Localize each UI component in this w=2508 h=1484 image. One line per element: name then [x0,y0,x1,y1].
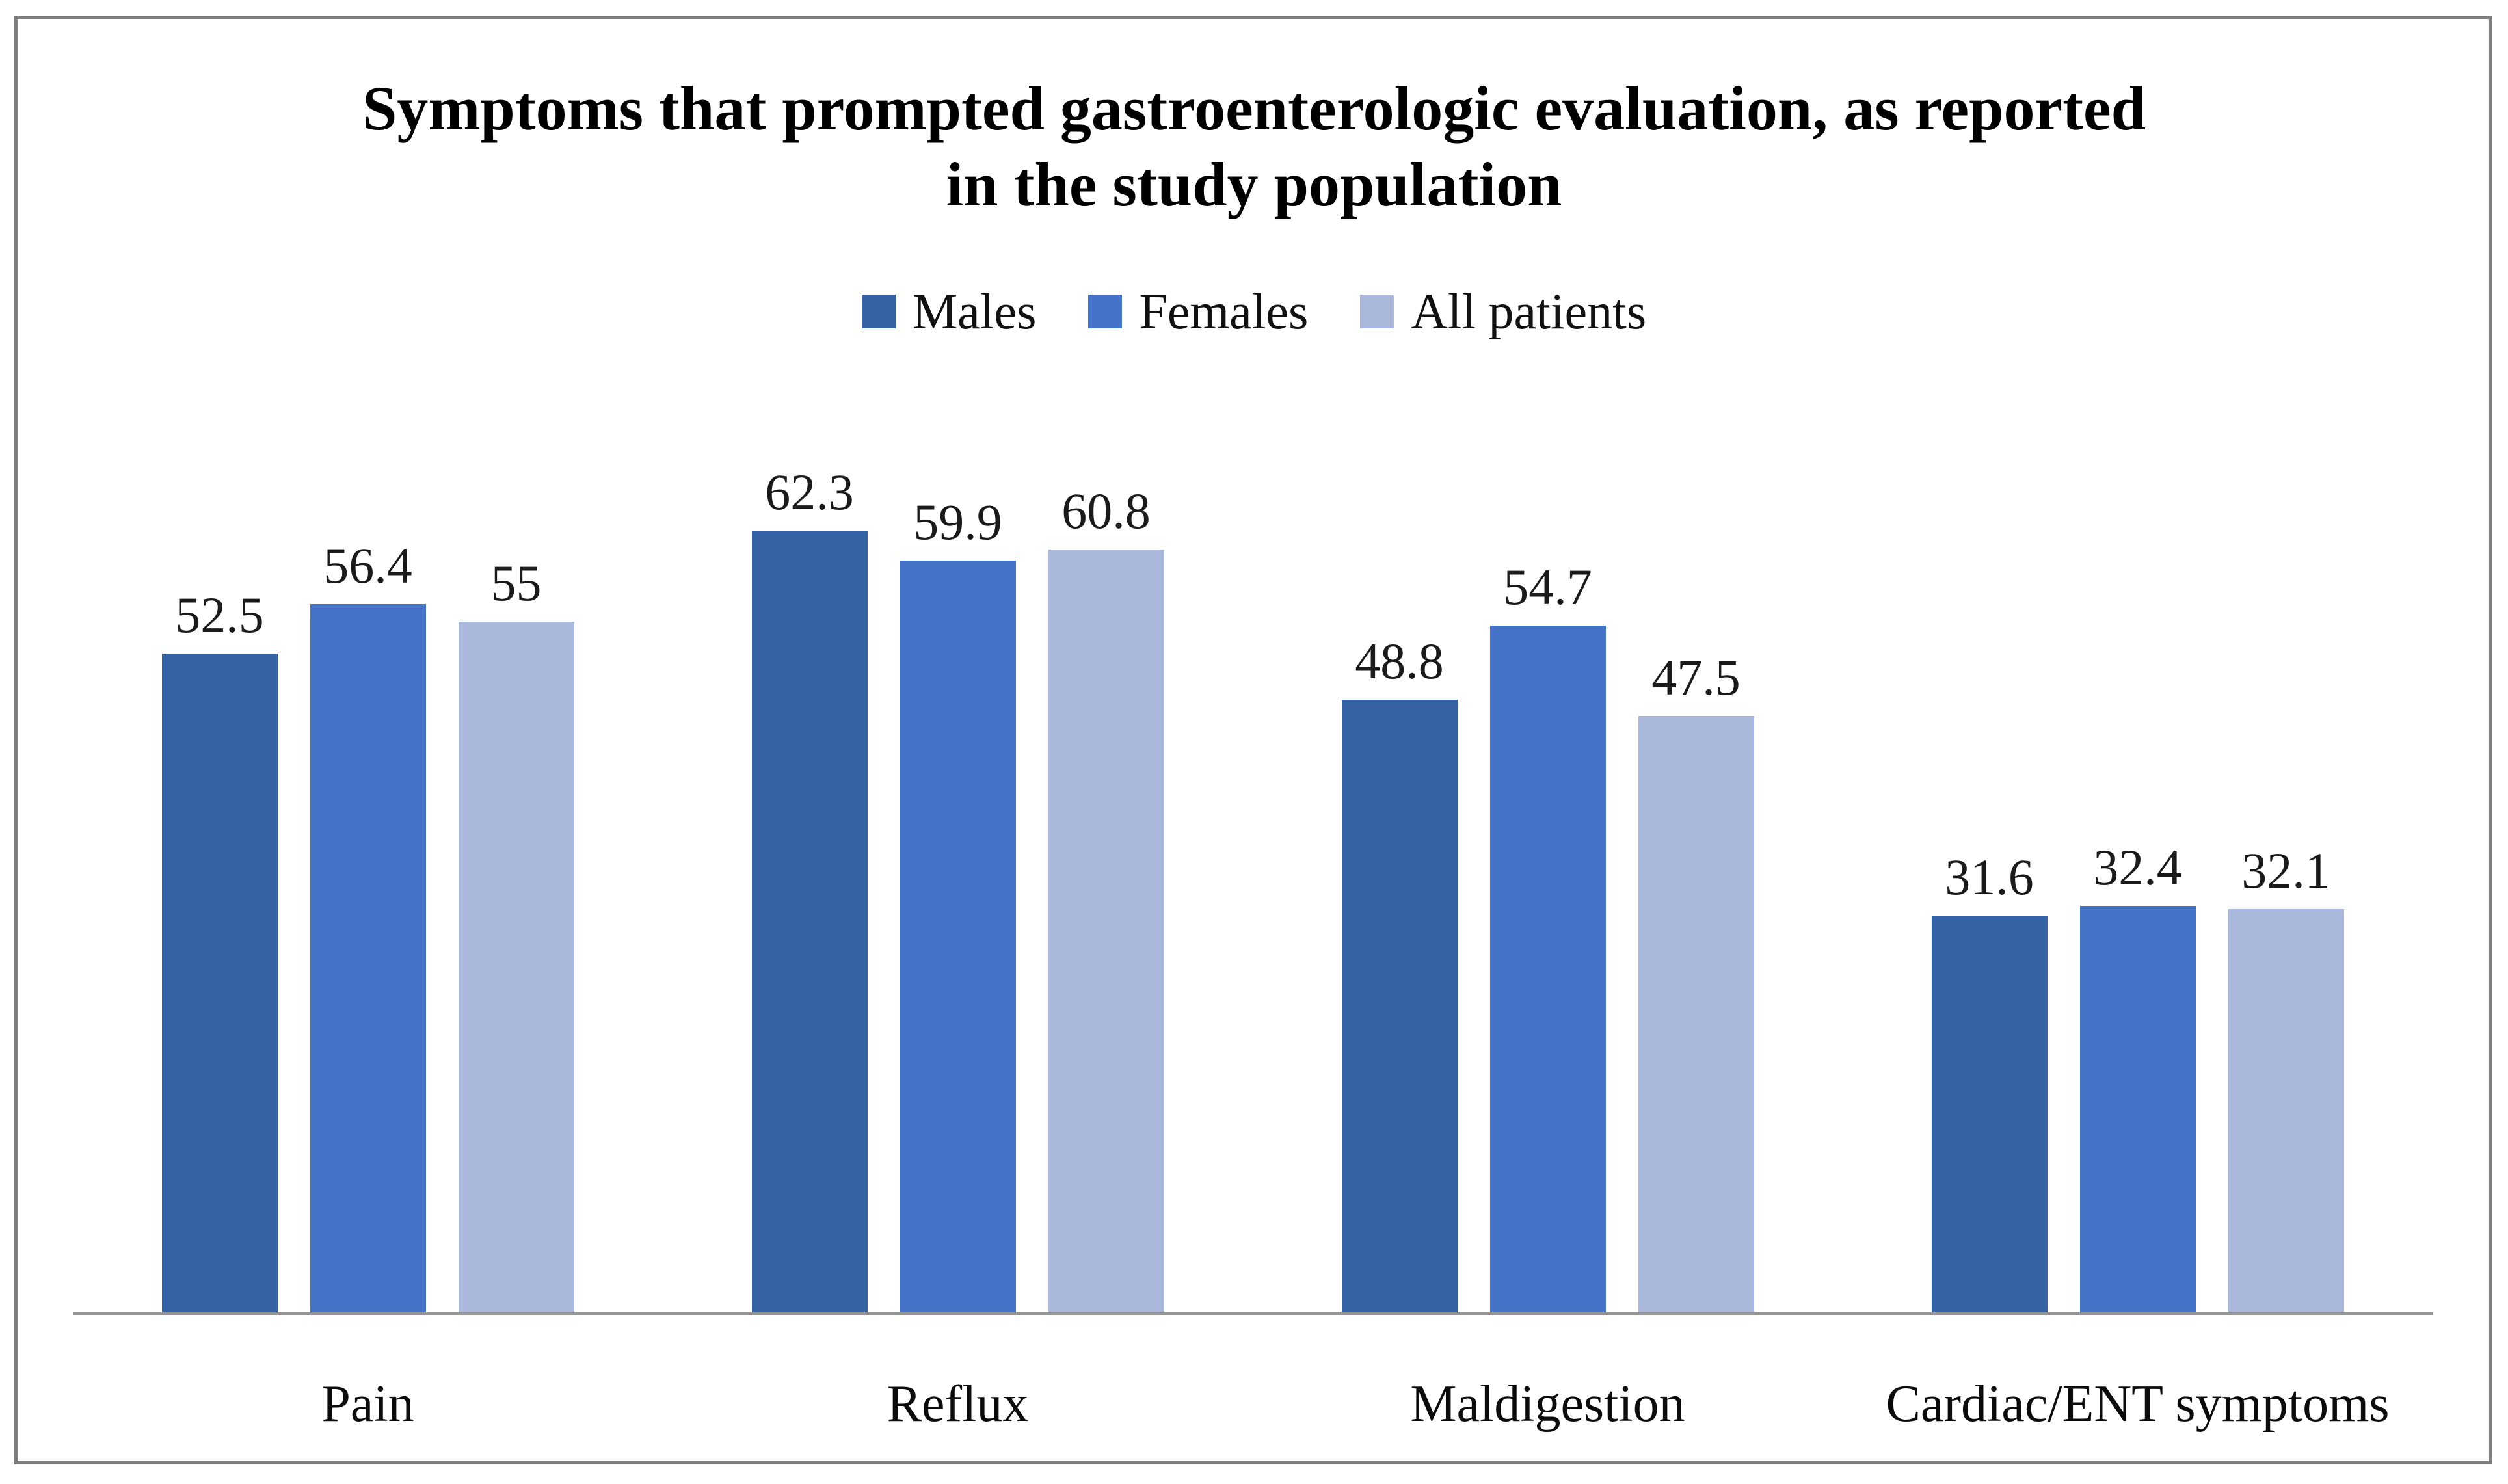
category-label-maldigestion: Maldigestion [1410,1375,1685,1433]
bar-males-maldigestion [1341,700,1458,1312]
bar-col-females-pain: 56.4 [310,540,426,1312]
legend-label-all-patients: All patients [1411,283,1647,339]
chart-title-line-2: in the study population [946,150,1562,220]
bar-value-label-females-reflux: 59.9 [913,494,1002,550]
category-label-reflux: Reflux [887,1375,1029,1433]
bar-col-all-patients-cardiac-ent-symptoms: 32.1 [2228,845,2344,1312]
bar-value-label-all-patients-reflux: 60.8 [1061,483,1151,539]
chart-title: Symptoms that prompted gastroenterologic… [0,70,2508,222]
legend-item-males: Males [861,283,1037,339]
bar-group-pain: 52.5 56.4 55 [73,540,663,1312]
bar-females-reflux [900,561,1016,1312]
legend-swatch-females [1088,295,1123,328]
category-label-pain: Pain [321,1375,414,1433]
bar-value-label-males-maldigestion: 48.8 [1355,633,1444,689]
bar-males-reflux [751,531,868,1312]
bar-all-patients-reflux [1048,550,1164,1312]
legend-item-all-patients: All patients [1360,286,1646,337]
bar-females-cardiac-ent-symptoms [2079,906,2196,1312]
bar-col-males-reflux: 62.3 [751,464,868,1312]
category-axis-labels: Pain Reflux Maldigestion Cardiac/ENT sympto… [73,1375,2433,1433]
bar-col-all-patients-pain: 55 [458,555,574,1312]
bar-col-all-patients-maldigestion: 47.5 [1638,652,1754,1312]
bar-value-label-females-cardiac-ent-symptoms: 32.4 [2093,839,2182,895]
bar-value-label-females-pain: 56.4 [323,537,412,594]
bar-col-males-pain: 52.5 [161,587,278,1312]
bar-col-females-reflux: 59.9 [900,497,1016,1312]
bar-col-females-maldigestion: 54.7 [1489,559,1606,1312]
bar-value-label-males-reflux: 62.3 [765,464,854,520]
bar-all-patients-pain [458,622,574,1312]
bar-value-label-all-patients-maldigestion: 47.5 [1651,649,1741,706]
bar-value-label-males-cardiac-ent-symptoms: 31.6 [1945,849,2034,905]
bar-col-males-cardiac-ent-symptoms: 31.6 [1931,849,2048,1312]
bar-value-label-all-patients-pain: 55 [490,555,542,611]
legend-swatch-all-patients [1360,295,1394,328]
plot-area: 52.5 56.4 55 62.3 59.9 60.8 48.8 54.7 47.5 31.6 32… [73,403,2433,1315]
bar-col-females-cardiac-ent-symptoms: 32.4 [2079,839,2196,1312]
bar-males-cardiac-ent-symptoms [1931,916,2048,1312]
bar-males-pain [161,654,278,1312]
category-label-cardiac-ent-symptoms: Cardiac/ENT symptoms [1886,1375,2390,1433]
bar-group-cardiac-ent-symptoms: 31.6 32.4 32.1 [1843,842,2433,1312]
legend-swatch-males [861,295,896,328]
legend-label-females: Females [1139,283,1309,339]
bar-col-all-patients-reflux: 60.8 [1048,486,1164,1312]
bar-group-reflux: 62.3 59.9 60.8 [663,467,1253,1312]
legend-label-males: Males [912,283,1037,339]
bar-all-patients-maldigestion [1638,716,1754,1312]
bar-all-patients-cardiac-ent-symptoms [2228,909,2344,1312]
bar-value-label-females-maldigestion: 54.7 [1503,559,1592,615]
legend-item-females: Females [1088,286,1308,337]
bar-value-label-males-pain: 52.5 [175,587,264,643]
bar-females-pain [310,604,426,1312]
figure-border [14,16,2492,1464]
bar-value-label-all-patients-cardiac-ent-symptoms: 32.1 [2241,842,2330,899]
bar-females-maldigestion [1489,626,1606,1312]
bar-col-males-maldigestion: 48.8 [1341,633,1458,1312]
chart-title-line-1: Symptoms that prompted gastroenterologic… [362,73,2146,143]
chart-legend: Males Females All patients [0,286,2508,337]
bar-group-maldigestion: 48.8 54.7 47.5 [1253,562,1843,1312]
